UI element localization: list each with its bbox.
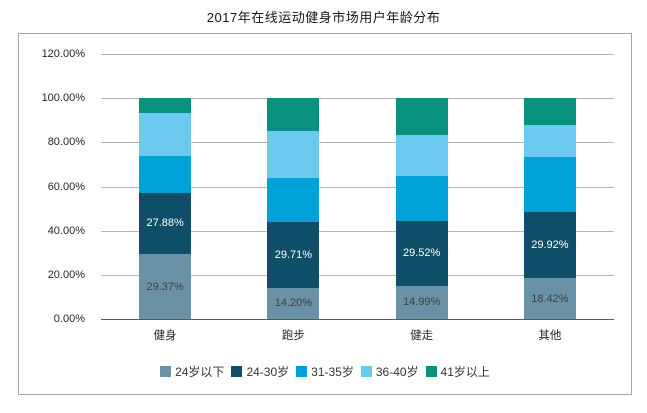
legend-item: 31-35岁 (296, 363, 354, 380)
bar-segment: 27.88% (139, 192, 192, 255)
legend-item: 36-40岁 (360, 363, 419, 380)
gridline (101, 186, 614, 188)
gridline (101, 98, 614, 100)
data-label: 29.37% (146, 280, 184, 293)
y-axis-tick-label: 120.00% (41, 48, 85, 60)
legend-color-swatch (231, 366, 243, 377)
legend-item: 24-30岁 (231, 363, 289, 380)
data-label: 27.88% (146, 217, 184, 230)
legend-color-swatch (296, 366, 308, 377)
bar-健走: 14.99% 29.52% (395, 54, 448, 319)
bar-segment: 14.99% (395, 285, 448, 319)
x-axis-category-label: 其他 (538, 330, 562, 342)
legend-item-label: 36-40岁 (375, 365, 419, 379)
bar-segment (395, 134, 448, 177)
gridline (101, 274, 614, 276)
bar-跑步: 14.20% 29.71% (267, 54, 320, 319)
y-axis-tick-label: 0.00% (53, 313, 85, 325)
bar-segment (523, 124, 576, 158)
legend-color-swatch (360, 366, 372, 377)
legend-color-swatch (160, 366, 172, 377)
plot-area: 29.37% 27.88% 健身 14.20% 29.71% 跑步 14.99% 29.52%… (101, 54, 614, 342)
y-axis-tick-label: 100.00% (41, 92, 85, 105)
bar-segment (139, 156, 192, 193)
y-axis-tick-label: 60.00% (47, 180, 85, 193)
bar-segment (267, 131, 320, 178)
legend-item-label: 41岁以上 (440, 365, 490, 379)
gridline (101, 142, 614, 144)
bar-segment: 29.52% (395, 220, 448, 286)
x-axis-category-label: 跑步 (281, 330, 305, 342)
bar-健身: 29.37% 27.88% (139, 54, 192, 319)
bar-segment (267, 98, 320, 132)
y-axis-tick-label: 40.00% (47, 224, 85, 237)
bar-segment: 29.92% (523, 212, 576, 279)
chart-box: 0.00% 20.00% 40.00% 60.00% 80.00% 100.00% 120.… (18, 33, 632, 395)
bar-其他: 18.42% 29.92% (523, 54, 576, 319)
bar-segment: 18.42% (523, 278, 576, 319)
y-axis-tick-label: 20.00% (47, 268, 85, 281)
x-axis-category-label: 健走 (410, 330, 434, 342)
bar-segment (395, 98, 448, 135)
data-label: 29.71% (274, 248, 313, 261)
bar-segment: 29.71% (267, 222, 320, 288)
bar-segment (267, 177, 320, 223)
data-label: 29.92% (531, 239, 569, 252)
chart-title: 2017年在线运动健身市场用户年龄分布 (206, 10, 441, 25)
bar-segment: 29.37% (139, 254, 192, 319)
x-axis-line (101, 319, 614, 320)
legend-item-label: 24岁以下 (175, 365, 225, 379)
data-label: 14.20% (274, 297, 313, 310)
legend-item: 24岁以下 (160, 363, 224, 380)
legend: 24岁以下 24-30岁 31-35岁 36-40岁 41岁以上 (19, 363, 631, 380)
bar-segment: 14.20% (267, 287, 320, 319)
bar-segment (139, 98, 192, 114)
x-axis-category-label: 健身 (153, 330, 177, 342)
gridline (101, 230, 614, 232)
legend-color-swatch (425, 366, 437, 377)
bar-segment (523, 98, 576, 125)
bar-segment (139, 113, 192, 157)
y-axis-tick-label: 80.00% (47, 136, 85, 149)
y-axis: 0.00% 20.00% 40.00% 60.00% 80.00% 100.00% 120.… (19, 48, 93, 325)
data-label: 14.99% (402, 296, 441, 309)
bar-segment (395, 176, 448, 221)
bar-segment (523, 157, 576, 213)
legend-item-label: 31-35岁 (311, 365, 354, 379)
legend-item-label: 24-30岁 (246, 365, 290, 379)
data-label: 18.42% (531, 292, 569, 305)
gridline (101, 54, 614, 55)
legend-item: 41岁以上 (425, 363, 490, 380)
data-label: 29.52% (402, 247, 441, 260)
